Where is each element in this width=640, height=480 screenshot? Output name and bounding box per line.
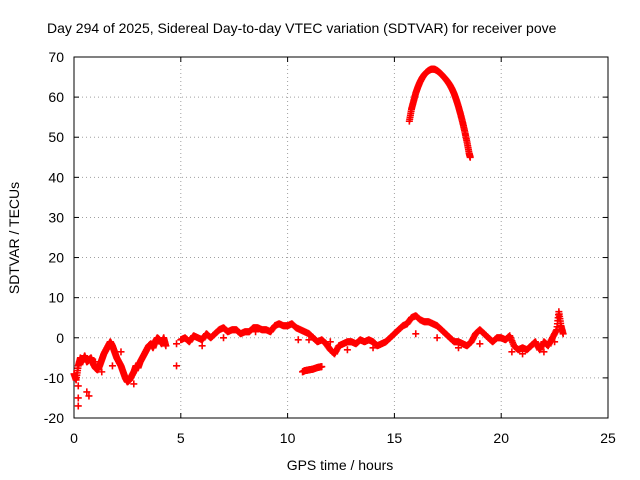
data-point	[343, 346, 351, 354]
data-point	[98, 368, 106, 376]
y-tick-label: 30	[48, 209, 64, 225]
data-point	[326, 338, 334, 346]
x-tick-label: 0	[70, 430, 78, 446]
y-tick-label: 10	[48, 290, 64, 306]
y-tick-label: -20	[44, 410, 64, 426]
y-axis-label: SDTVAR / TECUs	[6, 182, 22, 294]
data-point	[559, 330, 567, 338]
data-point	[519, 350, 527, 358]
data-point	[173, 340, 181, 348]
series-sdtvar-short-segment	[299, 363, 326, 376]
series-sdtvar-arc	[405, 65, 474, 161]
data-point	[91, 358, 99, 366]
y-tick-label: 40	[48, 169, 64, 185]
x-tick-label: 20	[493, 430, 509, 446]
x-axis-label: GPS time / hours	[287, 457, 394, 473]
data-points	[70, 65, 567, 410]
data-point	[540, 348, 548, 356]
data-point	[454, 344, 462, 352]
data-point	[173, 362, 181, 370]
data-point	[252, 328, 260, 336]
y-tick-label: 0	[56, 330, 64, 346]
data-point	[117, 348, 125, 356]
data-point	[85, 392, 93, 400]
series-sdtvar-lower-band	[74, 328, 559, 410]
data-point	[318, 363, 326, 371]
data-point	[130, 380, 138, 388]
x-tick-label: 5	[177, 430, 185, 446]
x-tick-label: 10	[280, 430, 296, 446]
data-point	[162, 342, 170, 350]
x-tick-label: 15	[387, 430, 403, 446]
y-tick-label: 50	[48, 129, 64, 145]
x-tick-label: 25	[600, 430, 616, 446]
data-point	[220, 334, 228, 342]
data-point	[74, 394, 82, 402]
data-point	[476, 340, 484, 348]
axis-ticks: 0 5 10 15 20 25 -20 -10 0 10 20 30 40 50 60 70	[44, 49, 616, 446]
chart-title: Day 294 of 2025, Sidereal Day-to-day VTE…	[47, 20, 557, 36]
data-point	[108, 362, 116, 370]
data-point	[551, 338, 559, 346]
data-point	[466, 153, 474, 161]
data-point	[74, 402, 82, 410]
data-point	[198, 342, 206, 350]
data-point	[294, 336, 302, 344]
data-point	[74, 382, 82, 390]
y-tick-label: 20	[48, 250, 64, 266]
data-point	[433, 334, 441, 342]
y-tick-label: 70	[48, 49, 64, 65]
data-point	[369, 344, 377, 352]
data-point	[508, 348, 516, 356]
plot-frame	[73, 56, 609, 419]
data-point	[305, 336, 313, 344]
series-sdtvar-main	[70, 308, 567, 386]
y-tick-label: -10	[44, 370, 64, 386]
data-point	[412, 330, 420, 338]
data-point	[83, 388, 91, 396]
y-tick-label: 60	[48, 89, 64, 105]
grid-lines	[74, 57, 608, 418]
